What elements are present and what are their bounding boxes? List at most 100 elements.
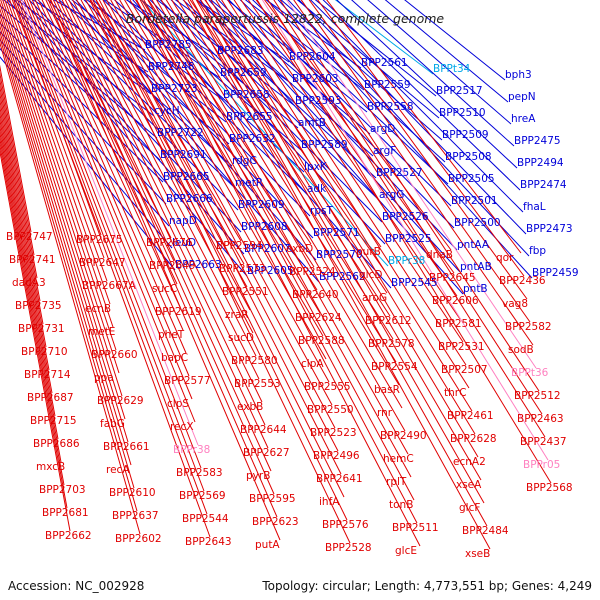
label-connector (367, 0, 512, 125)
label-connector (287, 0, 530, 257)
label-connector (215, 0, 473, 412)
gene-label: BPP2619 (155, 306, 202, 318)
gene-label: tonB (389, 499, 413, 511)
gene-label: BPP2496 (313, 450, 360, 462)
gene-label: BPP2607 (244, 243, 291, 255)
label-connector (264, 0, 452, 251)
gene-label: BPP2667A (82, 280, 137, 292)
gene-label: vag8 (502, 298, 528, 310)
label-connector (90, 0, 245, 265)
gene-label: argF (373, 145, 396, 157)
gene-label: BPP2644 (240, 424, 287, 436)
gene-label: BPP2661 (103, 441, 150, 453)
label-connector (67, 0, 320, 283)
gene-label: BPP2473 (526, 223, 573, 235)
gene-label: BPP2645 (429, 272, 476, 284)
label-connector (244, 0, 365, 91)
label-connector (165, 0, 400, 386)
gene-label: BPP2523 (310, 427, 357, 439)
gene-label: BPP2589 (301, 139, 348, 151)
label-connector (68, 0, 260, 380)
gene-label: BPP2610 (109, 487, 156, 499)
gene-label: pyrB (246, 470, 270, 482)
gene-label: BPP2666 (166, 193, 213, 205)
label-connector (189, 0, 388, 294)
gene-label: BPP2484 (462, 525, 509, 537)
gene-label: BPP2629 (97, 395, 144, 407)
gene-label: mxcB (36, 461, 65, 473)
gene-label: BPP2500 (454, 217, 501, 229)
label-connector (174, 0, 293, 85)
label-connector (0, 13, 126, 420)
label-connector (0, 56, 176, 271)
gene-label: BPP2583 (176, 467, 223, 479)
gene-label: BPP2505 (448, 173, 495, 185)
label-connector (0, 143, 68, 509)
gene-label: BPP2655 (226, 111, 273, 123)
gene-label: BPP2681 (42, 507, 89, 519)
label-connector (187, 0, 491, 550)
label-connector (0, 111, 53, 394)
label-connector (72, 0, 257, 357)
gene-label: recX (170, 421, 194, 433)
accession-text: Accession: NC_002928 (8, 579, 144, 593)
gene-label: BPP2649 (149, 260, 196, 272)
gene-label: BPP2603 (292, 73, 339, 85)
gene-label: BPP2581 (435, 318, 482, 330)
label-connector (15, 0, 208, 515)
gene-label: BPP2526 (382, 211, 429, 223)
label-connector (53, 0, 146, 51)
label-connector (0, 2, 120, 374)
label-connector (351, 0, 515, 147)
gene-label: BPP2612 (365, 315, 412, 327)
label-connector (0, 85, 41, 302)
gene-label: BPPr38 (388, 255, 425, 267)
gene-label: dadA3 (12, 277, 46, 289)
label-connector (16, 0, 152, 95)
gene-label: adk (307, 183, 327, 195)
gene-label: BPP2735 (15, 300, 62, 312)
gene-label: hemC (383, 453, 414, 465)
gene-label: BPP2628 (450, 433, 497, 445)
label-connector (210, 0, 476, 435)
gene-label: argG (379, 189, 404, 201)
gene-label: fhaL (523, 201, 546, 213)
gene-label: BPP2501 (451, 195, 498, 207)
gene-label: glcE (395, 545, 417, 557)
label-connector (247, 0, 458, 297)
gene-label: BPP2675 (76, 234, 123, 246)
gene-label: BPP2571 (313, 227, 360, 239)
gene-label: exbB (237, 401, 263, 413)
gene-label: BPP2576 (322, 519, 369, 531)
label-connector (156, 0, 296, 107)
map-title: Bordetella parapertussis 12822, complete… (126, 11, 445, 26)
gene-label: BPP2687 (27, 392, 74, 404)
gene-label: BPP2676 (146, 237, 193, 249)
gene-label: BPP2551 (222, 286, 269, 298)
gene-label: rdgC (232, 155, 257, 167)
gene-label: BPP2643 (185, 536, 232, 548)
label-connector (140, 0, 389, 267)
label-connector (95, 0, 242, 242)
gene-label: amtB (298, 117, 326, 129)
label-connector (171, 0, 397, 363)
label-connector (0, 118, 56, 417)
label-connector (195, 0, 485, 504)
gene-label: BPP2494 (517, 157, 564, 169)
gene-label: BPP2511 (392, 522, 439, 534)
label-connector (85, 0, 248, 288)
gene-label: BPPt36 (511, 367, 549, 379)
label-connector (34, 0, 184, 331)
gene-label: rplT (386, 476, 407, 488)
gene-labels: BPP2785 BPP2748 BPP2723 cycH BPP2722 BPP2691 B… (6, 39, 579, 560)
gene-label: BPP2723 (151, 83, 198, 95)
label-connector (0, 91, 44, 325)
label-connector (9, 0, 105, 259)
gene-label: xseA (456, 479, 482, 491)
label-connector (267, 0, 546, 438)
gene-label: BPP2715 (30, 415, 77, 427)
label-connector (191, 0, 488, 527)
gene-label: BPP2559 (364, 79, 411, 91)
label-connector (240, 0, 461, 320)
gene-label: BPP2785 (145, 39, 192, 51)
